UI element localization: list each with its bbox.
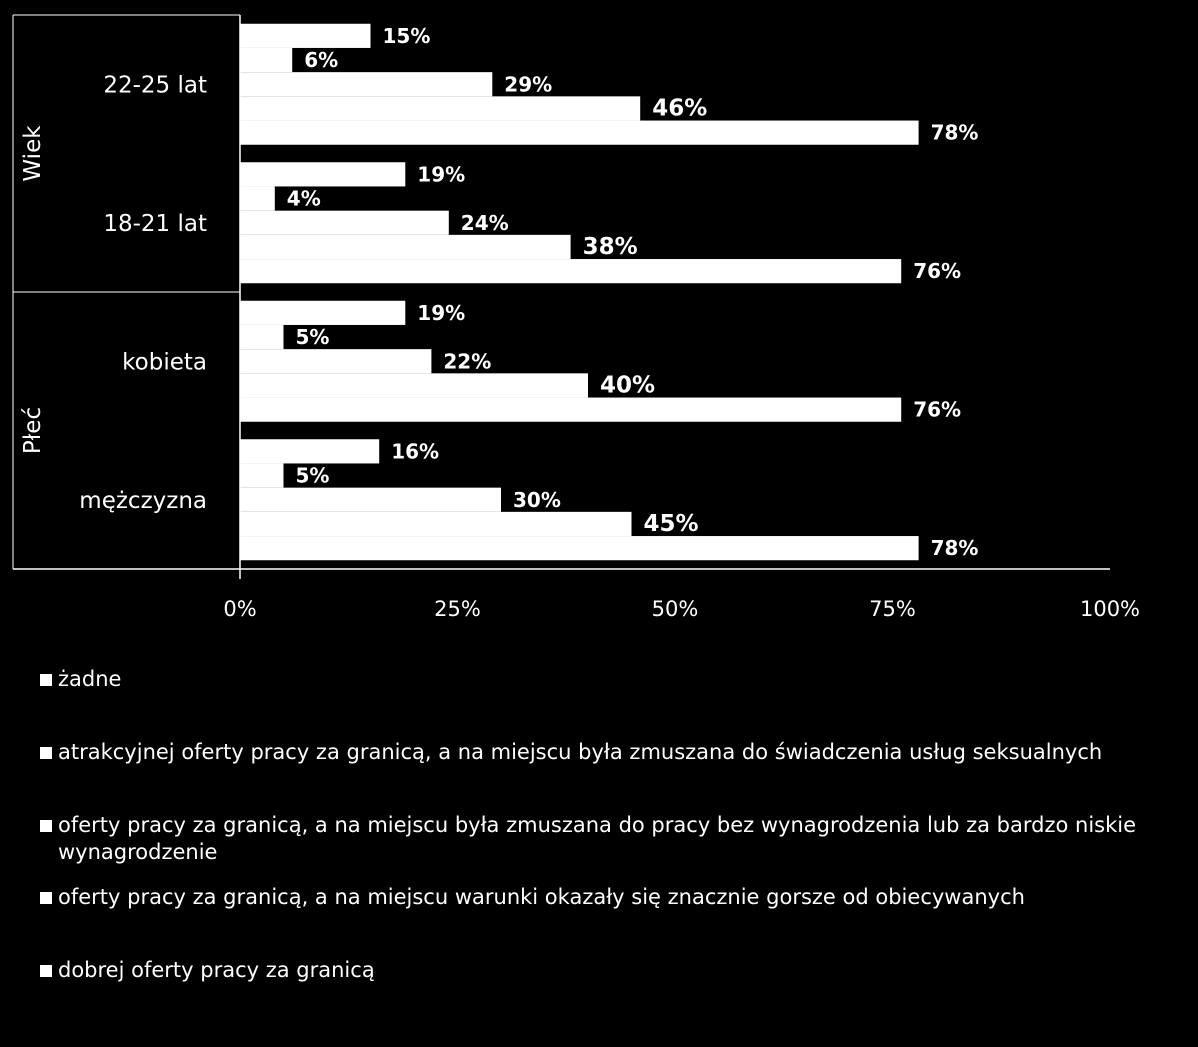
bar [240,23,371,48]
x-tick-label: 50% [652,597,699,621]
x-tick-label: 25% [434,597,481,621]
x-tick-label: 0% [223,597,256,621]
data-label: 78% [931,121,979,145]
data-label: 78% [931,536,979,560]
data-label: 6% [304,48,338,72]
data-label: 5% [296,325,330,349]
bar [240,463,284,488]
data-label: 46% [652,95,707,121]
legend-item-gorsze-warunki: oferty pracy za granicą, a na miejscu wa… [38,884,1178,911]
bar [240,186,275,211]
bar [240,120,919,145]
legend-swatch [40,674,52,686]
data-label: 40% [600,372,655,398]
category-label: kobieta [122,349,207,375]
data-label: 15% [383,24,431,48]
data-label: 22% [443,349,491,373]
bar [240,349,432,374]
bar [240,511,632,537]
legend-item-zadne: żadne [38,666,1178,693]
data-label: 29% [504,72,552,96]
legend-swatch [40,820,52,832]
data-label: 5% [296,464,330,488]
bar [240,397,902,422]
bar [240,259,902,284]
data-label: 24% [461,211,509,235]
bar [240,96,641,121]
data-label: 30% [513,488,561,512]
bar [240,210,449,235]
category-label: mężczyzna [79,488,207,514]
legend-swatch [40,892,52,904]
legend-label: oferty pracy za granicą, a na miejscu wa… [58,885,1025,909]
legend-item-dobra-oferta: dobrej oferty pracy za granicą [38,957,1178,984]
group-label: Płeć [20,407,46,454]
legend-item-bez-wynagrodzenia: oferty pracy za granicą, a na miejscu by… [38,812,1178,866]
data-label: 76% [913,259,961,283]
x-tick-label: 75% [869,597,916,621]
bar [240,300,406,325]
data-label: 45% [644,511,699,537]
legend-swatch [40,747,52,759]
bar [240,536,919,561]
group-label: Wiek [20,125,46,182]
data-label: 4% [287,187,321,211]
bar-chart: 15% 6% 29% 46% 78% 22-25 lat 19% 4% 24% 38% 76% 18-… [12,14,1140,621]
bar [240,72,493,97]
legend-item-uslugi-seksualne: atrakcyjnej oferty pracy za granicą, a n… [38,739,1178,766]
data-label: 19% [417,301,465,325]
bar [240,162,406,187]
legend-label: żadne [58,667,122,691]
bar [240,487,501,512]
bar [240,324,284,350]
category-label: 18-21 lat [103,211,207,237]
x-tick-label: 100% [1080,597,1140,621]
bar [240,47,293,73]
category-label: 22-25 lat [103,72,207,98]
bar [240,439,380,464]
data-label: 38% [583,234,638,260]
data-label: 16% [391,439,439,463]
legend-label: dobrej oferty pracy za granicą [58,958,375,982]
bar [240,234,571,260]
legend-label: atrakcyjnej oferty pracy za granicą, a n… [58,740,1103,764]
data-label: 76% [913,398,961,422]
legend-label: oferty pracy za granicą, a na miejscu by… [58,813,1137,864]
bar [240,373,588,398]
data-label: 19% [417,162,465,186]
legend-swatch [40,965,52,977]
